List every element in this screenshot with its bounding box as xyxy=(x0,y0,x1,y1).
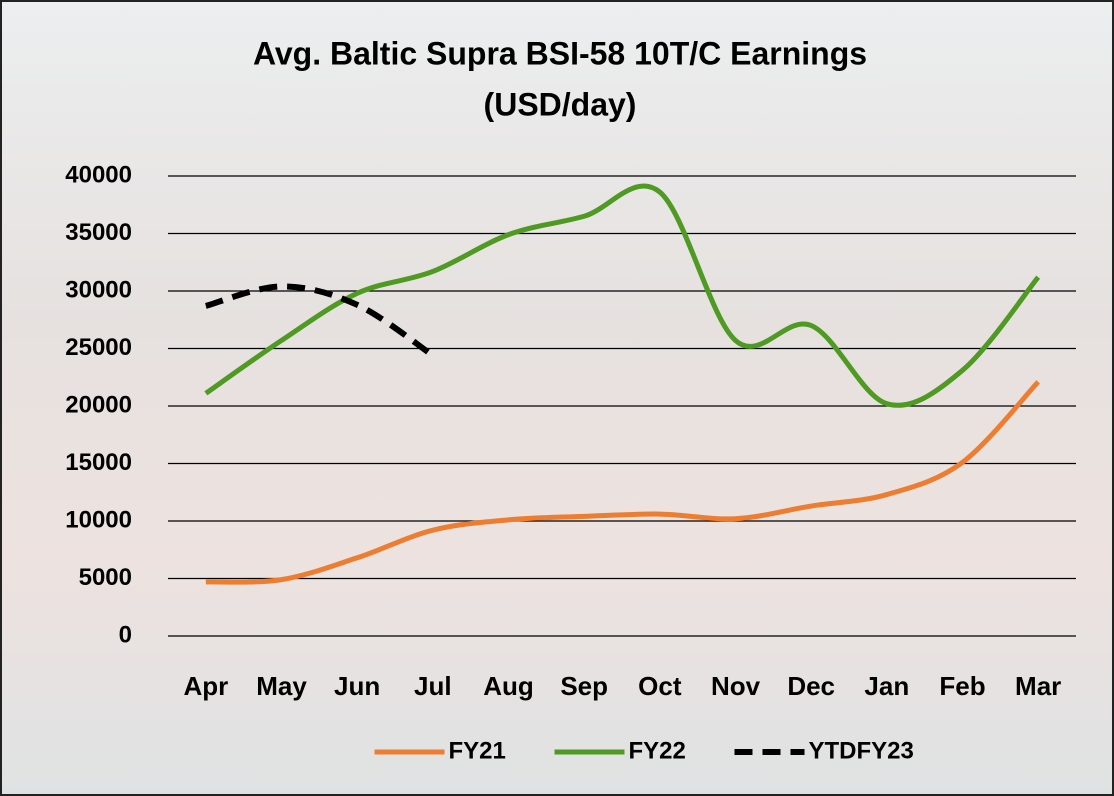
x-tick-label: Dec xyxy=(787,671,835,701)
x-tick-label: Sep xyxy=(560,671,608,701)
y-tick-label: 25000 xyxy=(65,334,132,361)
x-tick-label: Apr xyxy=(183,671,228,701)
x-tick-label: Jan xyxy=(864,671,909,701)
x-tick-label: May xyxy=(256,671,307,701)
y-tick-label: 5000 xyxy=(79,564,132,591)
y-tick-label: 20000 xyxy=(65,391,132,418)
x-tick-label: Jun xyxy=(334,671,380,701)
legend-label: FY22 xyxy=(629,737,686,764)
legend-label: YTDFY23 xyxy=(809,737,914,764)
chart-subtitle: (USD/day) xyxy=(484,86,637,122)
legend-label: FY21 xyxy=(449,737,506,764)
y-tick-label: 0 xyxy=(119,621,132,648)
x-tick-label: Nov xyxy=(711,671,761,701)
chart: Avg. Baltic Supra BSI-58 10T/C Earnings … xyxy=(0,0,1114,796)
chart-title: Avg. Baltic Supra BSI-58 10T/C Earnings xyxy=(253,35,867,71)
x-tick-label: Jul xyxy=(414,671,452,701)
x-tick-label: Feb xyxy=(939,671,985,701)
y-tick-label: 15000 xyxy=(65,449,132,476)
x-tick-label: Mar xyxy=(1015,671,1061,701)
x-tick-label: Aug xyxy=(483,671,534,701)
y-tick-label: 10000 xyxy=(65,506,132,533)
y-tick-label: 35000 xyxy=(65,219,132,246)
y-tick-label: 40000 xyxy=(65,161,132,188)
x-tick-label: Oct xyxy=(638,671,682,701)
y-tick-label: 30000 xyxy=(65,276,132,303)
